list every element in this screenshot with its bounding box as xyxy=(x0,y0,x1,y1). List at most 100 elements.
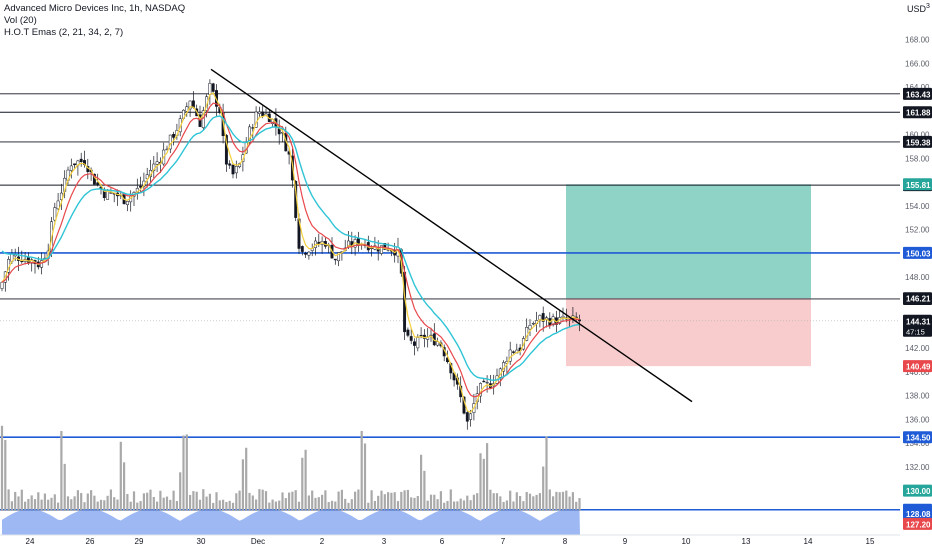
volume-bar xyxy=(162,497,165,511)
volume-bar xyxy=(156,501,159,511)
price-badge-144.31-countdown: 47:15 xyxy=(906,327,925,336)
candle-body xyxy=(208,83,212,95)
candle-body xyxy=(248,126,251,143)
volume-bar xyxy=(83,502,86,511)
volume-bar xyxy=(218,500,221,511)
candle-body xyxy=(528,325,532,330)
volume-bar xyxy=(373,500,376,511)
volume-bar xyxy=(522,501,525,511)
volume-bar xyxy=(175,501,178,511)
candle xyxy=(508,341,512,365)
volume-bar xyxy=(426,500,429,511)
ema-fast-line xyxy=(1,92,580,414)
x-tick-label: 10 xyxy=(682,537,691,546)
volume-bar xyxy=(456,501,459,511)
volume-bar xyxy=(169,499,172,511)
price-badge-155.81: 155.81 xyxy=(906,181,931,190)
candle-body xyxy=(106,190,110,200)
candle xyxy=(96,173,100,187)
volume-bar xyxy=(568,496,571,511)
level-badge-159.38-bg xyxy=(903,135,932,148)
candle-body xyxy=(188,100,192,110)
volume-bar xyxy=(208,493,211,511)
volume-bar xyxy=(30,495,33,511)
candle xyxy=(73,163,77,169)
volume-bar xyxy=(43,493,46,511)
volume-bar xyxy=(472,494,475,511)
volume-bar xyxy=(60,430,63,511)
volume-bar xyxy=(33,499,37,511)
candle xyxy=(531,321,535,326)
candle xyxy=(79,152,83,167)
volume-bar xyxy=(291,491,294,511)
price-badge-140.49-bg xyxy=(903,360,932,373)
volume-bar xyxy=(321,494,324,511)
candle xyxy=(512,350,515,354)
candle xyxy=(155,152,159,173)
volume-bar xyxy=(383,494,386,511)
volume-bar xyxy=(27,498,30,511)
volume-bar xyxy=(66,496,70,511)
volume-bar xyxy=(406,489,409,511)
volume-bar xyxy=(344,498,347,511)
descending-trendline xyxy=(210,68,693,403)
candle-body xyxy=(257,111,261,114)
volume-bar xyxy=(136,502,139,511)
price-badge-127.20: 127.20 xyxy=(906,520,931,529)
y-tick-label: 160.00 xyxy=(905,131,930,140)
currency-selector[interactable]: USD3 xyxy=(907,3,930,17)
x-tick-label: 30 xyxy=(197,537,206,546)
volume-bar xyxy=(502,501,505,511)
volume-bar xyxy=(453,501,456,511)
volume-bar xyxy=(377,495,380,511)
volume-bar xyxy=(251,495,254,511)
level-badge-161.88-bg xyxy=(903,106,932,119)
volume-bar xyxy=(113,497,116,511)
candle xyxy=(56,193,60,211)
candle xyxy=(257,106,261,117)
candle-body xyxy=(211,83,215,92)
volume-bar xyxy=(311,490,314,511)
candle-body xyxy=(380,245,383,254)
volume-bar xyxy=(479,453,482,511)
volume-bar xyxy=(436,499,439,511)
volume-bar xyxy=(172,490,175,511)
chart-legend: Advanced Micro Devices Inc, 1h, NASDAQ V… xyxy=(4,3,185,39)
ema-indicator-label[interactable]: H.O.T Emas (2, 21, 34, 2, 7) xyxy=(4,27,124,38)
candle xyxy=(578,314,581,332)
ema-mid-line xyxy=(1,102,580,398)
candle-body xyxy=(155,161,159,165)
volume-bar xyxy=(159,490,162,511)
volume-bar xyxy=(231,502,235,511)
volume-bar xyxy=(24,501,27,511)
symbol-title: Advanced Micro Devices Inc, 1h, NASDAQ xyxy=(4,3,186,14)
candle xyxy=(413,338,416,356)
candle-body xyxy=(172,134,176,138)
volume-bar xyxy=(420,454,423,511)
y-tick-label: 142.00 xyxy=(905,344,930,353)
candle-body xyxy=(73,163,77,166)
volume-bar xyxy=(561,491,565,511)
candle xyxy=(409,327,413,345)
candle xyxy=(300,245,304,256)
candle-body xyxy=(482,380,486,383)
volume-bar xyxy=(482,458,485,511)
volume-bar xyxy=(40,499,43,511)
candle xyxy=(485,375,489,393)
volume-bar xyxy=(327,502,330,511)
candle-body xyxy=(96,182,100,186)
x-tick-label: 15 xyxy=(866,537,875,546)
candle xyxy=(228,160,232,169)
volume-bar xyxy=(410,497,413,511)
candle-body xyxy=(531,323,535,325)
volume-bar xyxy=(363,443,367,511)
volume-bar xyxy=(123,462,126,511)
volume-bar xyxy=(238,490,241,511)
level-badge-159.38: 159.38 xyxy=(906,138,931,147)
candle-body xyxy=(79,158,83,162)
volume-indicator-label[interactable]: Vol (20) xyxy=(4,15,37,26)
candle xyxy=(69,158,73,179)
volume-bar xyxy=(0,425,4,511)
volume-bar xyxy=(17,496,20,511)
